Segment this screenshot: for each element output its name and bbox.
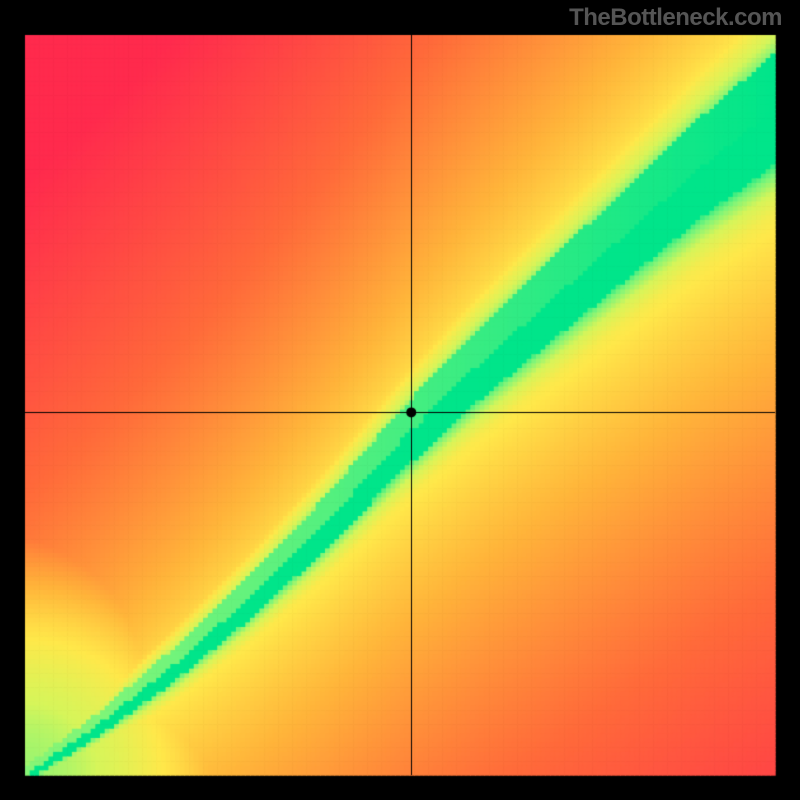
- chart-container: { "watermark": { "text": "TheBottleneck.…: [0, 0, 800, 800]
- bottleneck-heatmap: [0, 0, 800, 800]
- watermark-text: TheBottleneck.com: [569, 4, 782, 32]
